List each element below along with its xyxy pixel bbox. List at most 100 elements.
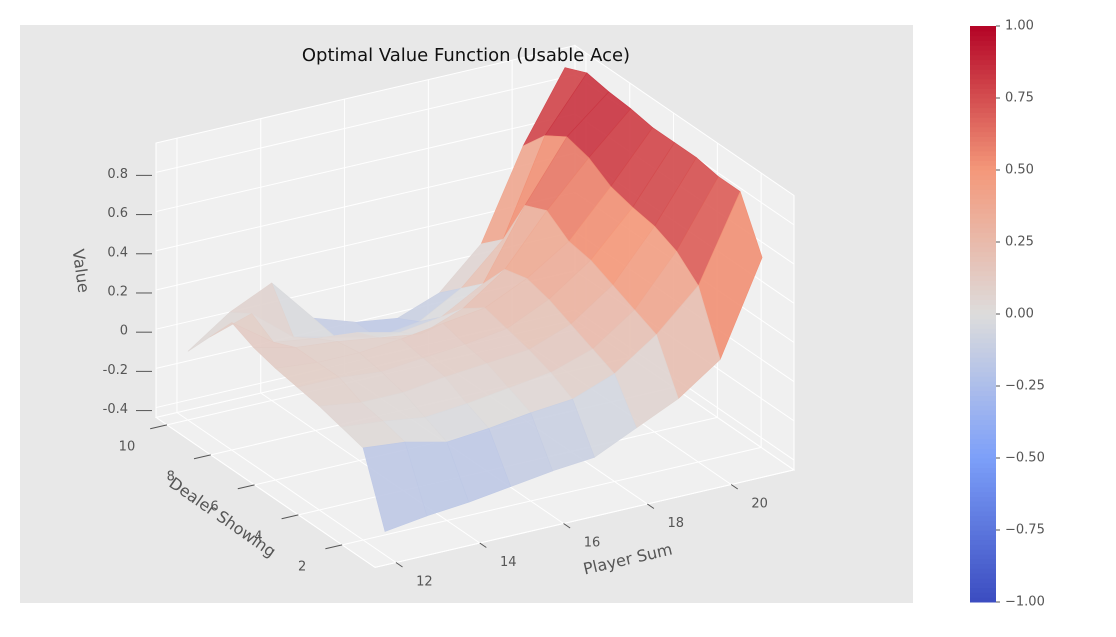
colorbar-cell xyxy=(970,246,996,253)
colorbar-cell xyxy=(970,568,996,574)
colorbar: 1.00 0.75 0.50 0.25 0.00 −0.25 −0.50 −0.75 −1.00 xyxy=(970,19,1045,610)
colorbar-tick-label: 1.00 xyxy=(1005,19,1034,34)
colorbar-cell xyxy=(970,232,996,238)
colorbar-cell xyxy=(970,184,996,190)
colorbar-cell xyxy=(970,227,996,233)
colorbar-cell xyxy=(970,366,996,373)
axis-line xyxy=(155,416,376,568)
colorbar-cell xyxy=(970,160,996,166)
colorbar-cell xyxy=(970,578,996,584)
tick-mark xyxy=(647,503,655,509)
colorbar-cell xyxy=(970,304,996,310)
colorbar-cell xyxy=(970,285,996,291)
colorbar-cell xyxy=(970,150,996,157)
grid-line xyxy=(155,152,576,252)
colorbar-cell xyxy=(970,54,996,61)
colorbar-cell xyxy=(970,112,996,118)
z-tick-label: -0.4 xyxy=(103,402,128,417)
colorbar-cell xyxy=(970,362,996,368)
colorbar-cell xyxy=(970,155,996,161)
colorbar-cell xyxy=(970,525,996,531)
tick-mark xyxy=(325,544,343,550)
colorbar-tick-label: −0.50 xyxy=(1005,451,1045,466)
colorbar-cell xyxy=(970,45,996,51)
colorbar-cell xyxy=(970,477,996,483)
colorbar-cell xyxy=(970,242,996,248)
tick-mark xyxy=(730,484,739,490)
colorbar-cell xyxy=(970,170,996,176)
colorbar-tick-label: 0.00 xyxy=(1005,307,1034,322)
colorbar-cell xyxy=(970,501,996,507)
colorbar-cell xyxy=(970,371,996,377)
colorbar-cell xyxy=(970,390,996,397)
colorbar-cell xyxy=(970,434,996,440)
colorbar-cell xyxy=(970,83,996,89)
colorbar-cell xyxy=(970,290,996,296)
colorbar-cell xyxy=(970,352,996,358)
y-tick-label: 8 xyxy=(167,469,175,484)
colorbar-cell xyxy=(970,587,996,593)
colorbar-cell xyxy=(970,270,996,277)
colorbar-cell xyxy=(970,141,996,147)
axis-line xyxy=(374,469,795,568)
colorbar-cell xyxy=(970,74,996,80)
colorbar-cell xyxy=(970,342,996,349)
colorbar-cell xyxy=(970,50,996,56)
colorbar-cell xyxy=(970,482,996,488)
z-tick-label: 0 xyxy=(120,324,128,339)
colorbar-cell xyxy=(970,453,996,459)
colorbar-cell xyxy=(970,107,996,113)
colorbar-cell xyxy=(970,573,996,579)
tick-mark xyxy=(150,424,168,430)
colorbar-tick-label: 0.75 xyxy=(1005,91,1034,106)
colorbar-tick-label: 0.50 xyxy=(1005,163,1034,178)
colorbar-cell xyxy=(970,544,996,550)
colorbar-cell xyxy=(970,333,996,339)
colorbar-cell xyxy=(970,558,996,565)
x-tick-label: 16 xyxy=(584,536,601,551)
colorbar-tick-label: −1.00 xyxy=(1005,595,1045,610)
tick-mark xyxy=(281,514,299,520)
colorbar-cell xyxy=(970,438,996,445)
colorbar-cell xyxy=(970,280,996,286)
colorbar-cell xyxy=(970,462,996,469)
colorbar-cell xyxy=(970,376,996,382)
colorbar-cell xyxy=(970,222,996,229)
z-tick-label: 0.2 xyxy=(107,284,128,299)
colorbar-cell xyxy=(970,381,996,387)
colorbar-cell xyxy=(970,136,996,142)
colorbar-cell xyxy=(970,93,996,99)
colorbar-cell xyxy=(970,30,996,37)
tick-mark xyxy=(563,523,571,529)
grid-line xyxy=(155,113,576,213)
colorbar-cell xyxy=(970,198,996,205)
grid-line xyxy=(155,74,576,173)
colorbar-cell xyxy=(970,146,996,152)
colorbar-cell xyxy=(970,218,996,224)
colorbar-cell xyxy=(970,530,996,536)
tick-mark xyxy=(395,562,403,568)
colorbar-cell xyxy=(970,506,996,512)
colorbar-cell xyxy=(970,510,996,517)
colorbar-tick-label: 0.25 xyxy=(1005,235,1034,250)
colorbar-cell xyxy=(970,496,996,502)
colorbar-cell xyxy=(970,213,996,219)
colorbar-cell xyxy=(970,323,996,329)
colorbar-cell xyxy=(970,165,996,171)
tick-mark xyxy=(237,484,255,490)
surface-patch xyxy=(362,441,428,532)
colorbar-cell xyxy=(970,357,996,363)
z-tick-label: 0.4 xyxy=(107,245,128,260)
colorbar-cell xyxy=(970,208,996,214)
colorbar-cell xyxy=(970,179,996,185)
colorbar-cell xyxy=(970,592,996,598)
colorbar-cell xyxy=(970,328,996,334)
colorbar-cell xyxy=(970,472,996,478)
colorbar-cell xyxy=(970,554,996,560)
colorbar-cell xyxy=(970,486,996,493)
colorbar-cell xyxy=(970,69,996,75)
colorbar-cell xyxy=(970,131,996,137)
colorbar-cell xyxy=(970,122,996,128)
colorbar-cell xyxy=(970,405,996,411)
